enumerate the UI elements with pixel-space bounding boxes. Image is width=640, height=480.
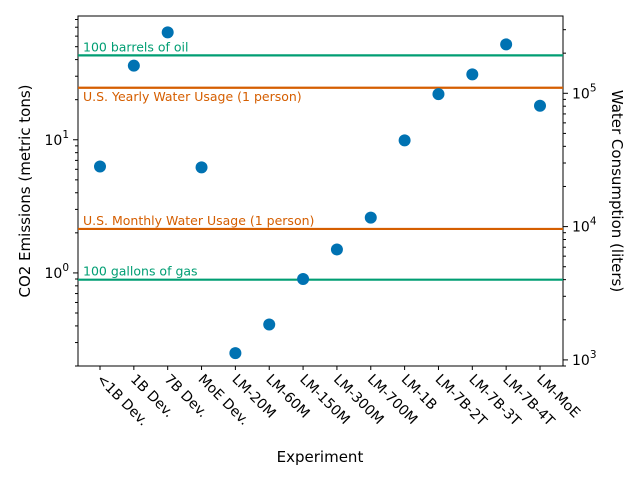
- data-point: [466, 68, 479, 81]
- data-point: [229, 347, 242, 360]
- plot-frame: [77, 15, 564, 367]
- data-point: [500, 38, 513, 51]
- reference-line-label: U.S. Monthly Water Usage (1 person): [83, 213, 314, 228]
- y2-axis-ticks: 103 104 105: [563, 29, 597, 369]
- data-point: [398, 134, 411, 147]
- y-tick-label: 100: [44, 262, 69, 282]
- data-point: [94, 160, 106, 173]
- reference-line-label: 100 gallons of gas: [83, 264, 198, 279]
- data-point: [432, 88, 445, 101]
- x-axis-ticks: <1B Dev.1B Dev.7B Dev.MoE Dev.LM-20MLM-6…: [93, 366, 583, 430]
- data-point: [195, 161, 208, 174]
- data-point: [330, 243, 343, 256]
- data-point: [127, 59, 140, 72]
- data-point: [534, 99, 546, 112]
- y-tick-label: 104: [572, 216, 597, 236]
- y-axis-title: CO2 Emissions (metric tons): [16, 84, 34, 297]
- reference-line-label: 100 barrels of oil: [83, 39, 188, 54]
- reference-line-label: U.S. Yearly Water Usage (1 person): [83, 89, 302, 104]
- data-point: [364, 211, 377, 224]
- y-tick-label: 105: [572, 82, 597, 102]
- reference-lines: 100 barrels of oil U.S. Yearly Water Usag…: [78, 39, 563, 281]
- data-point: [263, 318, 276, 331]
- y-tick-label: 103: [572, 349, 597, 369]
- y2-axis-title: Water Consumption (liters): [608, 90, 626, 292]
- y-tick-label: 101: [44, 129, 69, 149]
- data-point: [297, 273, 310, 286]
- x-axis-title: Experiment: [277, 448, 364, 466]
- data-point: [161, 26, 174, 39]
- y-axis-ticks: 100 101: [44, 19, 78, 367]
- data-points: [94, 26, 546, 360]
